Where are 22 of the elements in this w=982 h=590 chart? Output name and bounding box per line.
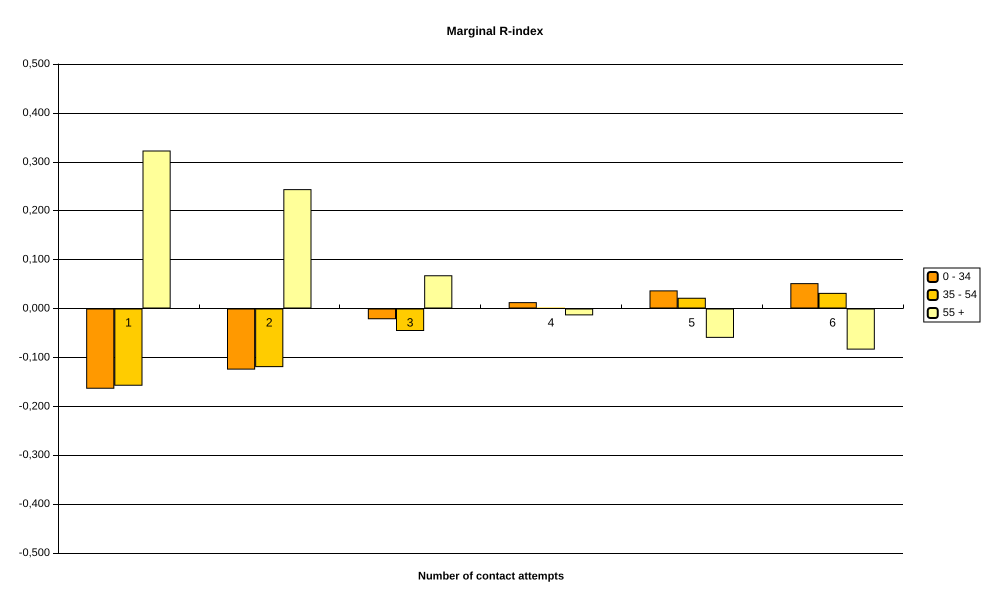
y-tick-label: 0,200 — [22, 204, 50, 217]
y-tick-label: -0,400 — [18, 498, 50, 510]
x-tick-label: 2 — [266, 316, 273, 330]
y-tick-label: -0,100 — [18, 351, 50, 364]
y-tick-label: 0,400 — [22, 106, 50, 119]
y-tick-label: 0,100 — [22, 254, 50, 266]
y-tick-label: -0,500 — [18, 547, 50, 559]
legend-label: 35 - 54 — [942, 289, 978, 301]
x-tick-label: 6 — [829, 316, 836, 330]
x-tick-label: 4 — [548, 316, 555, 330]
y-tick-label: -0,300 — [18, 449, 50, 462]
y-tick-label: 0,500 — [22, 58, 50, 70]
legend-label: 55 + — [942, 307, 964, 319]
legend-label: 0 - 34 — [942, 271, 971, 283]
x-axis-title: Number of contact attempts — [418, 570, 564, 582]
x-tick-label: 1 — [125, 316, 132, 330]
y-tick-label: 0,300 — [22, 156, 50, 168]
y-tick-label: 0,000 — [22, 302, 50, 314]
chart-title: Marginal R-index — [446, 24, 544, 38]
y-tick-label: -0,200 — [18, 400, 50, 412]
x-tick-label: 5 — [688, 316, 696, 330]
x-tick-label: 3 — [406, 316, 414, 330]
